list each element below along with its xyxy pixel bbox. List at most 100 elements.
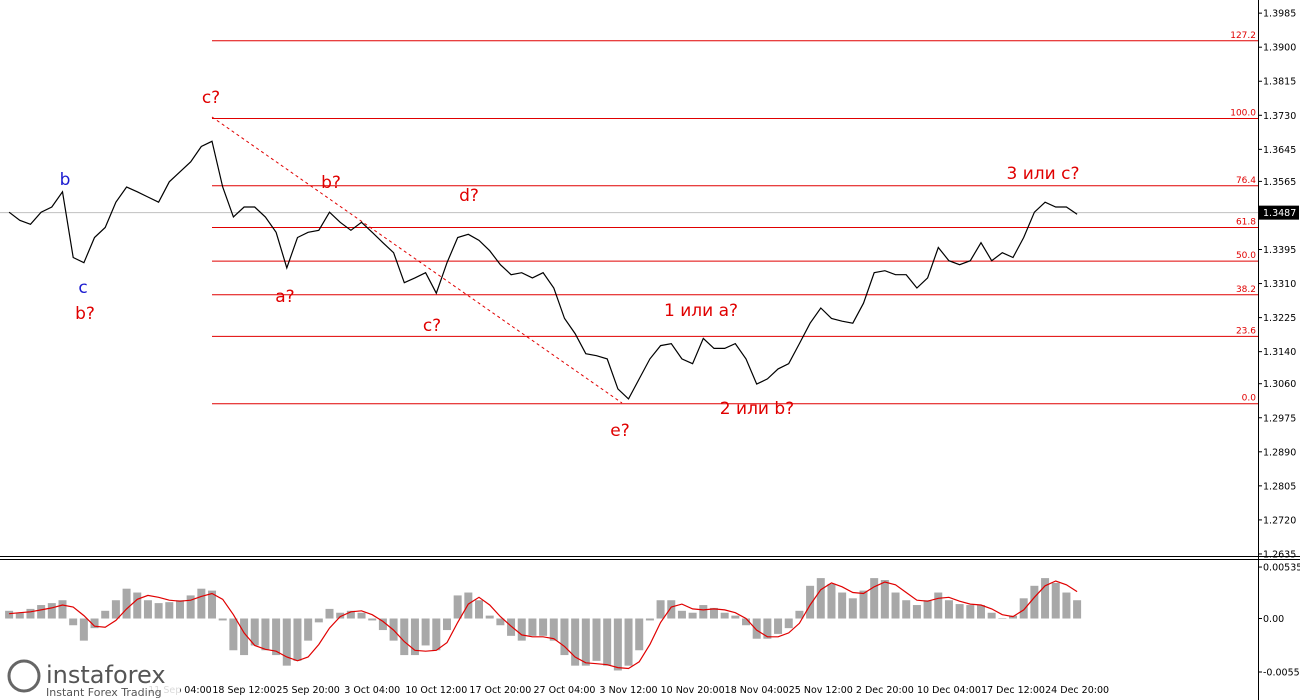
- macd-bar: [752, 618, 761, 639]
- wave-label: 1 или a?: [664, 301, 738, 321]
- y-tick-label: 1.3815: [1263, 77, 1296, 88]
- macd-bar: [5, 610, 14, 619]
- macd-bar: [517, 618, 526, 641]
- fib-label: 23.6: [1236, 326, 1256, 336]
- x-tick-label: 3 Oct 04:00: [344, 685, 400, 696]
- macd-bar: [240, 618, 249, 656]
- macd-bar: [357, 612, 366, 619]
- macd-bar: [635, 618, 644, 651]
- wave-label: c?: [423, 316, 441, 336]
- y-tick-label: 1.2720: [1263, 515, 1296, 526]
- y-tick-label: 0.00535: [1263, 563, 1300, 574]
- macd-bar: [250, 618, 259, 646]
- macd-bar: [624, 618, 633, 666]
- macd-bar: [998, 618, 1007, 620]
- watermark-logo: [7, 659, 41, 693]
- y-tick-label: 1.3730: [1263, 111, 1296, 122]
- macd-bar: [432, 618, 441, 651]
- wave-label: 2 или b?: [720, 399, 794, 419]
- macd-bar: [496, 618, 505, 626]
- macd-bar: [742, 618, 751, 626]
- wave-label: 3 или c?: [1007, 164, 1080, 184]
- macd-bar: [603, 618, 612, 666]
- macd-bar: [987, 612, 996, 619]
- wave-label: c: [78, 278, 87, 298]
- macd-bar: [442, 618, 451, 631]
- macd-bar: [15, 612, 24, 619]
- macd-bar: [378, 618, 387, 631]
- watermark-brand: instaforex: [46, 661, 166, 689]
- macd-bar: [197, 588, 206, 619]
- x-tick-label: 27 Oct 04:00: [533, 685, 595, 696]
- macd-bar: [133, 592, 142, 619]
- signal-line: [9, 580, 1078, 670]
- macd-bar: [111, 600, 120, 619]
- macd-bar: [891, 592, 900, 619]
- fib-label: 50.0: [1236, 251, 1256, 261]
- macd-bar: [69, 618, 78, 626]
- macd-bar: [581, 618, 590, 666]
- macd-bar: [1030, 585, 1039, 619]
- x-tick-label: 17 Dec 12:00: [981, 685, 1045, 696]
- macd-bar: [272, 618, 281, 656]
- fib-label: 127.2: [1230, 31, 1256, 41]
- macd-bar: [848, 598, 857, 619]
- macd-bar: [560, 618, 569, 656]
- x-tick-label: 18 Sep 12:00: [212, 685, 275, 696]
- y-tick-label: 1.3060: [1263, 379, 1296, 390]
- macd-bar: [165, 602, 174, 619]
- x-tick-label: 3 Nov 12:00: [600, 685, 658, 696]
- x-tick-label: 18 Nov 04:00: [725, 685, 789, 696]
- macd-bar: [592, 618, 601, 661]
- macd-bar: [923, 600, 932, 619]
- macd-bar: [1062, 592, 1071, 619]
- macd-bar: [1019, 598, 1028, 619]
- current-price-label: 1.3487: [1263, 208, 1296, 219]
- fib-label: 38.2: [1236, 285, 1256, 295]
- x-tick-label: 10 Oct 12:00: [405, 685, 467, 696]
- macd-bar: [475, 600, 484, 619]
- macd-bar: [79, 618, 88, 641]
- y-tick-label: 1.3645: [1263, 145, 1296, 156]
- macd-bar: [816, 578, 825, 619]
- macd-bar: [154, 603, 163, 619]
- macd-bar: [143, 600, 152, 619]
- macd-bar: [507, 618, 516, 636]
- macd-bar: [677, 610, 686, 619]
- trend-line: [211, 116, 623, 404]
- macd-bar: [784, 618, 793, 629]
- macd-bar: [485, 615, 494, 619]
- macd-bar: [218, 618, 227, 621]
- x-tick-label: 10 Nov 20:00: [661, 685, 725, 696]
- macd-bar: [336, 612, 345, 619]
- wave-label: e?: [610, 421, 629, 441]
- fib-label: 76.4: [1236, 176, 1256, 186]
- macd-bar: [346, 610, 355, 619]
- macd-bar: [368, 618, 377, 621]
- macd-bar: [571, 618, 580, 666]
- macd-bar: [26, 608, 35, 619]
- macd-bar: [261, 618, 270, 651]
- macd-bar: [175, 600, 184, 619]
- wave-label: d?: [459, 186, 479, 206]
- macd-bar: [731, 615, 740, 619]
- macd-bar: [400, 618, 409, 656]
- macd-bar: [229, 618, 238, 651]
- wave-label: b: [60, 170, 71, 190]
- current-price-box: [1259, 205, 1299, 220]
- macd-bar: [464, 592, 473, 619]
- macd-bar: [795, 610, 804, 619]
- macd-bar: [912, 605, 921, 619]
- macd-bar: [539, 618, 548, 636]
- macd-bar: [304, 618, 313, 641]
- macd-bar: [47, 603, 56, 619]
- macd-bar: [325, 608, 334, 619]
- macd-bar: [763, 618, 772, 639]
- macd-bar: [966, 605, 975, 619]
- macd-bar: [902, 600, 911, 619]
- macd-bar: [37, 605, 46, 619]
- macd-bar: [720, 612, 729, 619]
